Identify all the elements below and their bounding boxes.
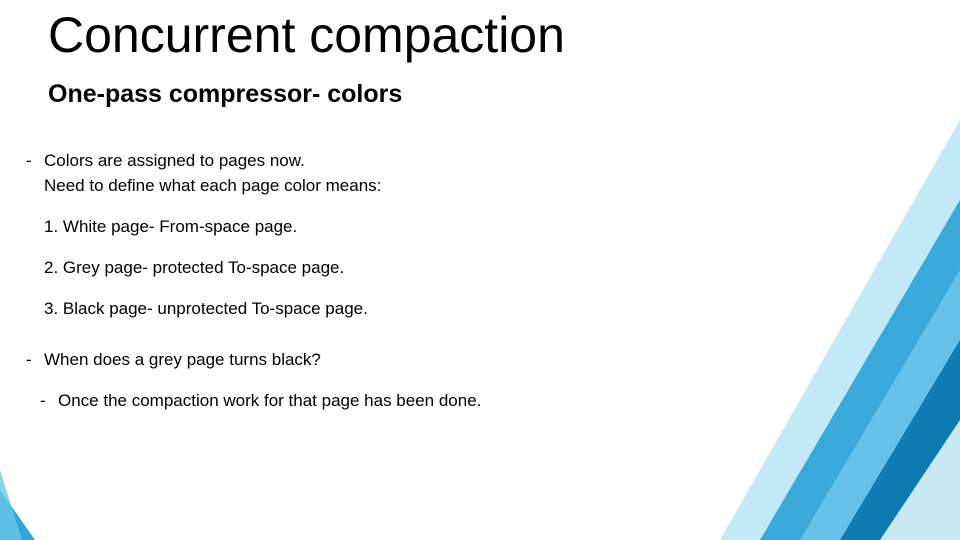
intro-text-2: Need to define what each page color mean… <box>44 175 666 198</box>
intro-line-2: Need to define what each page color mean… <box>26 175 666 198</box>
answer-text: Once the compaction work for that page h… <box>58 390 666 413</box>
decor-triangles <box>640 0 960 540</box>
slide-subtitle: One-pass compressor- colors <box>48 80 402 109</box>
slide-title: Concurrent compaction <box>48 6 565 64</box>
intro-text-1: Colors are assigned to pages now. <box>44 150 666 173</box>
bullet-dash: - <box>26 349 44 372</box>
list-item-2: 2. Grey page- protected To-space page. <box>44 257 666 280</box>
slide: Concurrent compaction One-pass compresso… <box>0 0 960 540</box>
question-row: - When does a grey page turns black? <box>26 349 666 372</box>
list-item-1: 1. White page- From-space page. <box>44 216 666 239</box>
answer-row: - Once the compaction work for that page… <box>40 390 666 413</box>
slide-body: - Colors are assigned to pages now. Need… <box>26 150 666 431</box>
list-item: 3. Black page- unprotected To-space page… <box>26 298 666 321</box>
list-item-3: 3. Black page- unprotected To-space page… <box>44 298 666 321</box>
list-item: 1. White page- From-space page. <box>26 216 666 239</box>
bullet-dash: - <box>40 390 58 413</box>
bullet-dash: - <box>26 150 44 173</box>
question-text: When does a grey page turns black? <box>44 349 666 372</box>
intro-line-1: - Colors are assigned to pages now. <box>26 150 666 173</box>
list-item: 2. Grey page- protected To-space page. <box>26 257 666 280</box>
